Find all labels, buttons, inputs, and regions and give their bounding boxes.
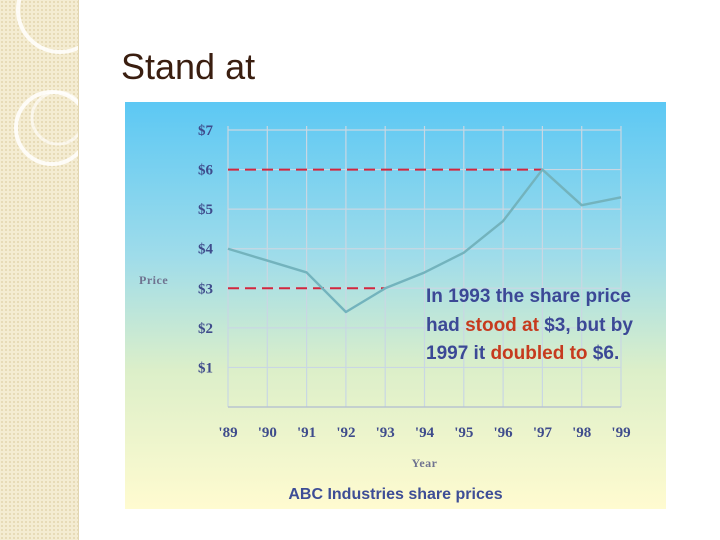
line-chart: $1 $2 $3 $4 $5 $6 $7 '89 '90 '91 '92 '93 '94 '95 '96 '9… [139,123,631,470]
x-tick-label: '93 [376,425,395,441]
y-tick-label: $6 [198,163,214,179]
y-tick-label: $2 [198,321,213,337]
annotation-text: $6. [587,343,620,364]
x-tick-label: '94 [415,425,435,441]
x-tick-label: '99 [611,425,630,441]
x-tick-label: '97 [533,425,553,441]
decorative-circles [14,0,78,166]
annotation-highlight: doubled to [490,343,588,364]
x-tick-label: '96 [494,425,514,441]
x-tick-label: '95 [454,425,473,441]
y-tick-label: $3 [198,281,213,297]
y-tick-label: $4 [198,242,214,258]
x-tick-label: '98 [572,425,591,441]
y-tick-label: $1 [198,360,213,376]
chart-caption: ABC Industries share prices [288,486,503,503]
y-axis-label: Price [139,273,168,287]
chart-panel: $1 $2 $3 $4 $5 $6 $7 '89 '90 '91 '92 '93 '94 '95 '96 '9… [125,102,666,509]
decorative-side-strip [0,0,79,540]
annotation-highlight: stood at [465,314,539,336]
x-axis-label: Year [412,456,438,470]
x-tick-label: '90 [258,425,277,441]
x-tick-label: '92 [336,425,355,441]
chart-annotation: In 1993 the share price had stood at $3,… [426,283,636,369]
y-tick-label: $5 [198,202,213,218]
x-tick-label: '91 [297,425,316,441]
series-line [227,168,622,314]
annotation-text: In 1993 the share price had [426,286,631,336]
annotation-text: $3, but by 1997 it [426,314,633,365]
slide-title: Stand at [121,46,256,87]
x-tick-label: '89 [218,425,237,441]
y-tick-label: $7 [198,123,214,139]
